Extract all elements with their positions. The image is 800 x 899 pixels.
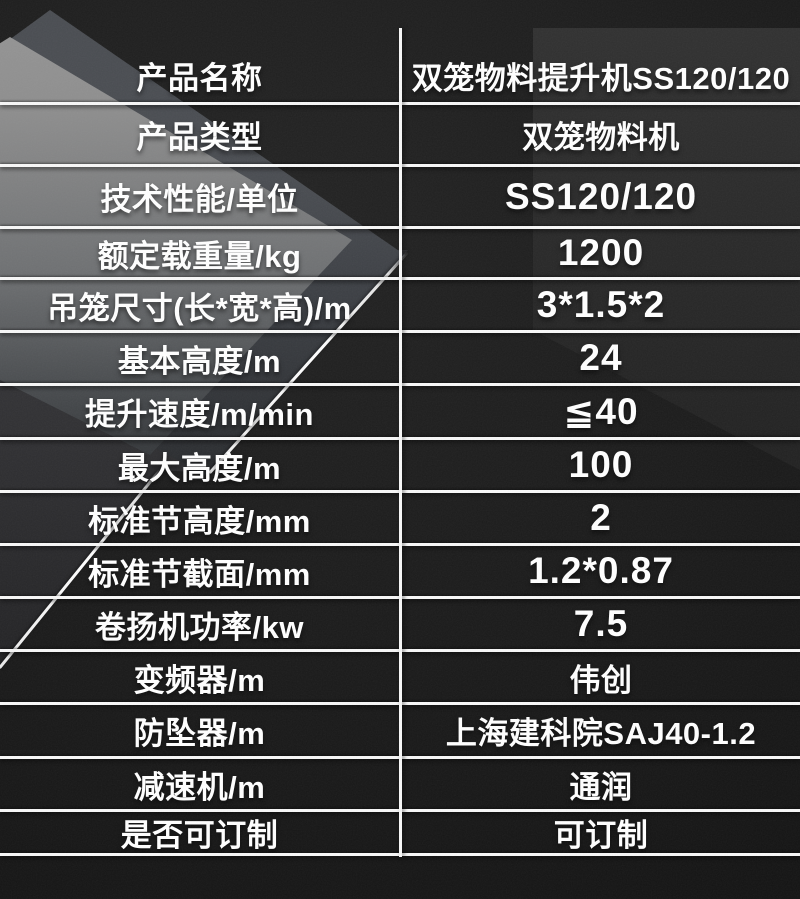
spec-label: 产品类型 [136,120,263,155]
spec-label: 吊笼尺寸(长*宽*高)/m [47,290,352,326]
spec-label: 技术性能/单位 [100,182,299,217]
spec-label: 是否可订制 [120,818,279,853]
spec-value: 1200 [557,232,645,273]
spec-label: 提升速度/m/min [85,397,314,432]
spec-value: 可订制 [553,818,649,853]
column-divider-line [399,28,402,857]
spec-value: 上海建科院SAJ40-1.2 [445,716,757,751]
spec-value: SS120/120 [504,175,698,217]
spec-label: 变频器/m [133,662,266,698]
spec-value: 伟创 [569,662,633,698]
spec-label: 标准节高度/mm [88,503,311,539]
spec-value: 3*1.5*2 [536,284,666,325]
spec-value: 7.5 [573,603,629,644]
spec-label: 最大高度/m [117,450,282,486]
spec-value: 1.2*0.87 [528,550,674,591]
spec-label: 减速机/m [133,769,266,805]
spec-label: 基本高度/m [117,343,282,379]
spec-value: 24 [579,337,623,378]
spec-value: 通润 [569,769,633,805]
spec-value: 2 [590,497,612,538]
spec-label: 额定载重量/kg [97,238,302,274]
spec-label: 产品名称 [136,60,263,96]
spec-value: 双笼物料提升机SS120/120 [411,60,791,96]
spec-value: 100 [568,444,634,485]
spec-value: 双笼物料机 [522,120,680,155]
spec-label: 卷扬机功率/kw [95,609,304,645]
spec-label: 防坠器/m [133,716,266,751]
spec-value: ≦40 [563,391,639,432]
spec-label: 标准节截面/mm [88,556,311,592]
